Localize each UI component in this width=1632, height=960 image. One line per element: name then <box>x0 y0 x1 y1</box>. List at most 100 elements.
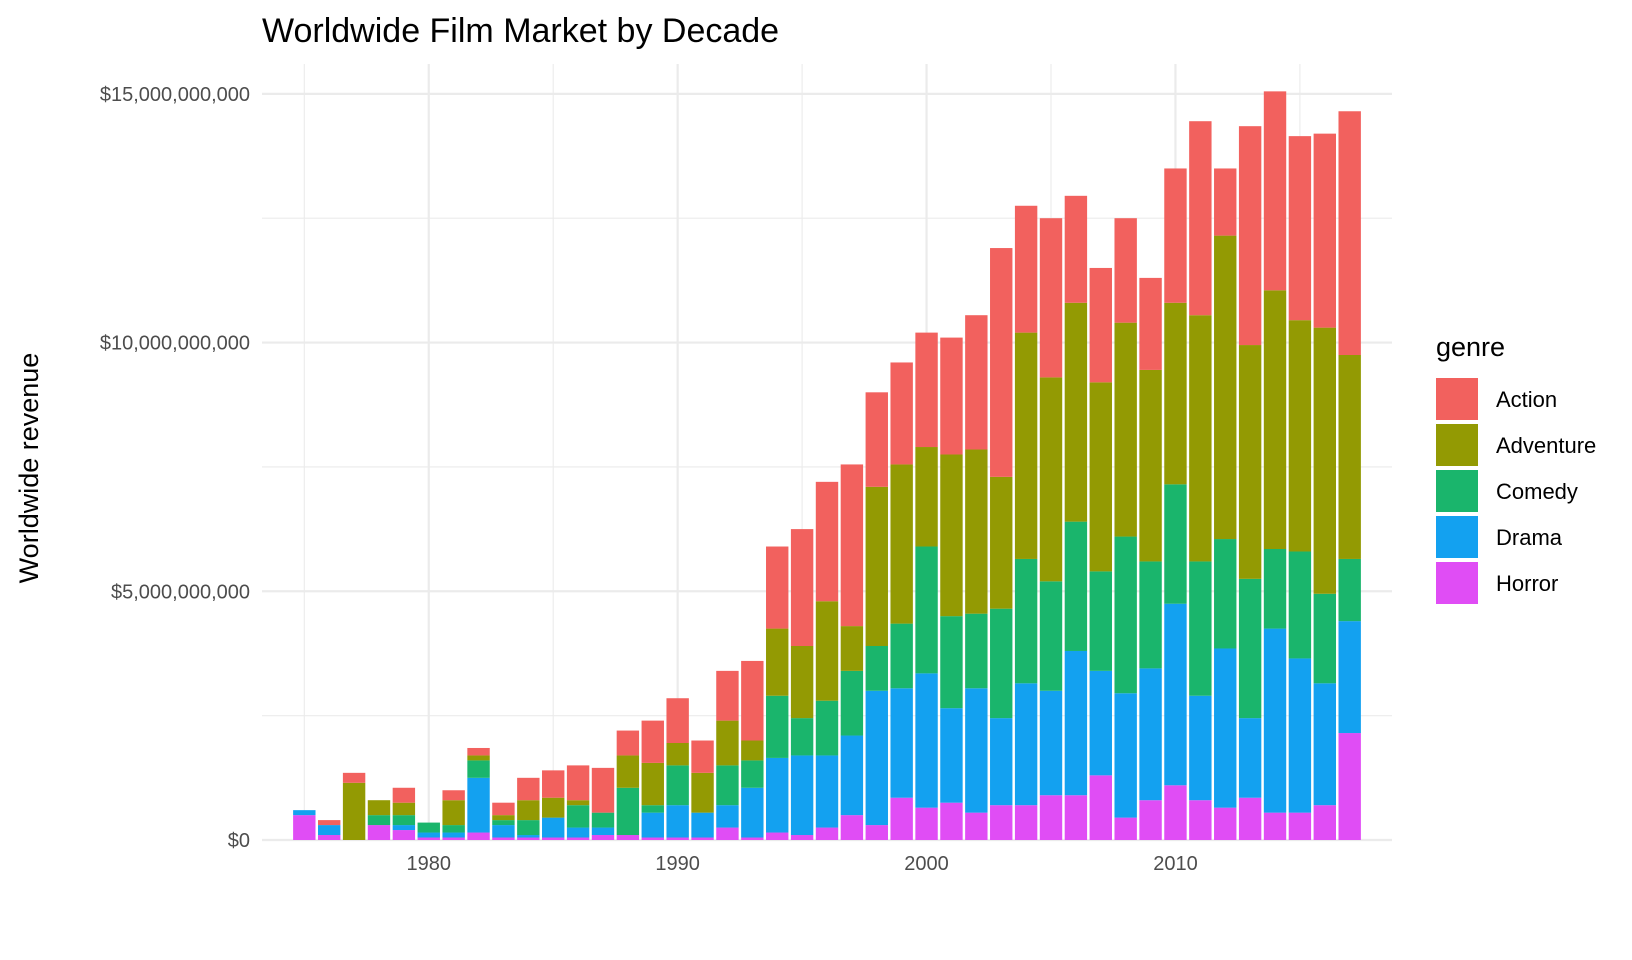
bar-segment-action-2015 <box>1288 136 1312 321</box>
bar-segment-horror-1999 <box>890 797 913 840</box>
bar-segment-drama-1980 <box>417 832 440 838</box>
bar-segment-drama-1993 <box>741 787 764 838</box>
bar-segment-adventure-2011 <box>1189 315 1212 562</box>
bar-segment-action-1996 <box>815 481 839 602</box>
bar-segment-action-2008 <box>1114 218 1137 323</box>
bar-segment-horror-1996 <box>815 827 839 840</box>
bar-segment-action-2005 <box>1039 218 1063 378</box>
bar-segment-adventure-2001 <box>940 454 963 617</box>
bar-segment-drama-2009 <box>1139 668 1162 801</box>
bar-segment-horror-1981 <box>442 837 465 840</box>
bar-segment-drama-2014 <box>1263 628 1287 813</box>
bar-segment-action-1998 <box>865 392 888 487</box>
bar-segment-comedy-1987 <box>591 812 615 828</box>
bar-segment-horror-1980 <box>417 837 440 840</box>
bar-segment-adventure-1986 <box>566 800 590 806</box>
bar-segment-drama-1995 <box>790 755 814 836</box>
bar-segment-action-2016 <box>1313 133 1336 328</box>
bar-segment-comedy-1984 <box>517 820 540 836</box>
bar-segment-comedy-2002 <box>965 613 988 689</box>
bar-segment-horror-1991 <box>691 837 714 840</box>
bar-segment-comedy-2003 <box>990 608 1013 719</box>
y-tick-label: $0 <box>228 830 250 852</box>
bar-segment-drama-1987 <box>591 827 615 836</box>
bar-segment-action-1985 <box>542 770 565 798</box>
bar-segment-action-2010 <box>1164 168 1187 303</box>
bar-segment-action-1979 <box>392 787 416 803</box>
bar-segment-action-1988 <box>616 730 640 756</box>
bar-segment-comedy-1978 <box>367 815 391 826</box>
bar-segment-action-1991 <box>691 740 714 773</box>
bar-segment-drama-1998 <box>865 690 888 826</box>
bar-segment-drama-1990 <box>666 805 689 838</box>
bar-segment-drama-1981 <box>442 832 465 838</box>
bar-segment-horror-1983 <box>492 837 515 840</box>
bar-segment-comedy-2013 <box>1238 578 1262 719</box>
bar-segment-adventure-2005 <box>1039 377 1063 582</box>
bar-segment-drama-2002 <box>965 688 988 813</box>
bar-segment-adventure-1989 <box>641 762 664 806</box>
bar-segment-action-2004 <box>1014 205 1038 333</box>
bar-segment-action-2013 <box>1238 126 1262 346</box>
bar-segment-action-2000 <box>915 332 938 448</box>
bar-segment-drama-2005 <box>1039 690 1063 796</box>
bar-segment-adventure-1996 <box>815 601 839 701</box>
bar-segment-comedy-1979 <box>392 815 416 826</box>
bar-segment-comedy-2004 <box>1014 558 1038 684</box>
bar-segment-action-2009 <box>1139 277 1162 370</box>
bar-segment-horror-1992 <box>716 827 739 840</box>
bar-segment-action-1976 <box>318 820 341 826</box>
bar-segment-comedy-1993 <box>741 760 764 788</box>
bar-segment-adventure-2007 <box>1089 382 1112 572</box>
legend-label-adventure: Adventure <box>1496 433 1596 458</box>
bar-segment-adventure-2017 <box>1338 355 1361 559</box>
bar-segment-horror-2009 <box>1139 800 1162 840</box>
legend: genre Action Adventure Comedy Drama Horror <box>1436 332 1596 604</box>
bar-segment-comedy-1989 <box>641 805 664 813</box>
bar-segment-horror-2011 <box>1189 800 1212 840</box>
bar-segment-horror-2007 <box>1089 775 1112 840</box>
bar-segment-horror-1993 <box>741 837 764 840</box>
bar-segment-action-1994 <box>766 546 789 629</box>
bar-segment-horror-1988 <box>616 835 640 840</box>
bar-segment-comedy-1995 <box>790 718 814 756</box>
bar-segment-action-2011 <box>1189 121 1212 316</box>
bar-segment-horror-2000 <box>915 807 938 840</box>
bar-segment-drama-1986 <box>566 827 590 838</box>
y-axis-title: Worldwide revenue <box>14 353 44 584</box>
y-tick-label: $5,000,000,000 <box>111 581 250 603</box>
bar-segment-action-1981 <box>442 790 465 801</box>
bar-segment-drama-1975 <box>293 810 316 816</box>
bar-segment-adventure-1997 <box>840 626 864 671</box>
bar-segment-comedy-2015 <box>1288 551 1312 659</box>
bar-segment-horror-1995 <box>790 835 814 840</box>
bar-segment-drama-1997 <box>840 735 864 816</box>
legend-swatch-action <box>1436 378 1478 420</box>
x-tick-label: 1990 <box>655 853 700 875</box>
y-axis-tick-labels: $0 $5,000,000,000 $10,000,000,000 $15,000,0… <box>100 84 250 852</box>
legend-label-action: Action <box>1496 387 1557 412</box>
bar-segment-drama-2017 <box>1338 621 1361 734</box>
bar-segment-action-1995 <box>790 529 814 646</box>
bar-segment-adventure-2002 <box>965 449 988 614</box>
bar-segment-drama-2011 <box>1189 695 1212 801</box>
bar-segment-comedy-1980 <box>417 822 440 833</box>
legend-label-drama: Drama <box>1496 525 1563 550</box>
bar-segment-action-2007 <box>1089 267 1112 383</box>
bar-segment-adventure-1983 <box>492 815 515 821</box>
legend-swatch-comedy <box>1436 470 1478 512</box>
x-tick-label: 2000 <box>904 853 949 875</box>
legend-title: genre <box>1436 332 1505 362</box>
bar-segment-comedy-1988 <box>616 787 640 836</box>
bar-segment-horror-2013 <box>1238 797 1262 840</box>
bar-segment-horror-2016 <box>1313 805 1336 840</box>
bar-segment-action-2006 <box>1064 195 1088 303</box>
x-axis-tick-labels: 1980 1990 2000 2010 <box>407 853 1198 875</box>
bar-segment-horror-1978 <box>367 825 391 840</box>
bar-segment-comedy-2001 <box>940 616 963 709</box>
x-tick-label: 1980 <box>407 853 452 875</box>
bar-segment-drama-1976 <box>318 825 341 836</box>
bar-segment-adventure-2016 <box>1313 327 1336 594</box>
legend-swatch-horror <box>1436 562 1478 604</box>
bar-segment-action-1997 <box>840 464 864 627</box>
